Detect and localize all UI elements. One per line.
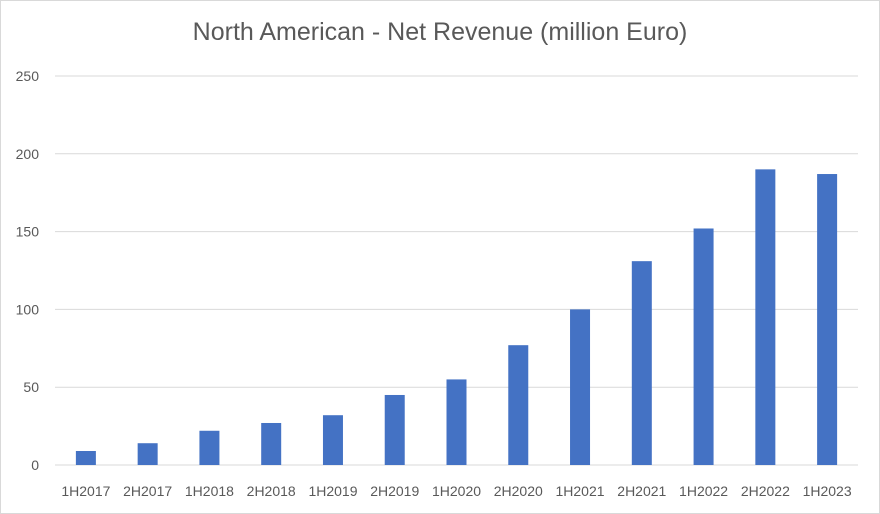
chart-title: North American - Net Revenue (million Eu… [192, 18, 688, 46]
bar-1H2022 [693, 228, 714, 465]
x-tick-label: 1H2018 [185, 483, 234, 499]
x-tick-label: 1H2017 [61, 483, 110, 499]
x-tick-label: 2H2022 [741, 483, 790, 499]
bar-1H2017 [75, 450, 96, 465]
x-tick-label: 1H2019 [308, 483, 357, 499]
bar-1H2023 [817, 174, 838, 465]
y-tick-label: 0 [31, 457, 39, 473]
y-tick-label: 50 [23, 379, 39, 395]
bar-2H2020 [508, 345, 529, 465]
y-tick-label: 250 [16, 68, 40, 84]
bar-2H2019 [384, 394, 405, 465]
x-tick-label: 1H2022 [679, 483, 728, 499]
bar-2H2021 [631, 261, 652, 465]
bar-1H2021 [570, 309, 591, 465]
bar-2H2022 [755, 169, 776, 466]
bar-1H2019 [322, 415, 343, 465]
bar-2H2017 [137, 443, 158, 465]
x-tick-label: 2H2019 [370, 483, 419, 499]
bar-1H2018 [199, 430, 220, 465]
y-tick-label: 200 [16, 146, 40, 162]
y-tick-label: 100 [16, 301, 40, 317]
y-tick-label: 150 [16, 224, 40, 240]
x-tick-label: 2H2020 [494, 483, 543, 499]
x-tick-label: 1H2020 [432, 483, 481, 499]
bar-1H2020 [446, 379, 467, 465]
x-tick-label: 1H2023 [803, 483, 852, 499]
x-tick-label: 2H2017 [123, 483, 172, 499]
bar-2H2018 [261, 422, 282, 465]
x-tick-label: 1H2021 [556, 483, 605, 499]
x-tick-label: 2H2018 [247, 483, 296, 499]
x-tick-label: 2H2021 [617, 483, 666, 499]
